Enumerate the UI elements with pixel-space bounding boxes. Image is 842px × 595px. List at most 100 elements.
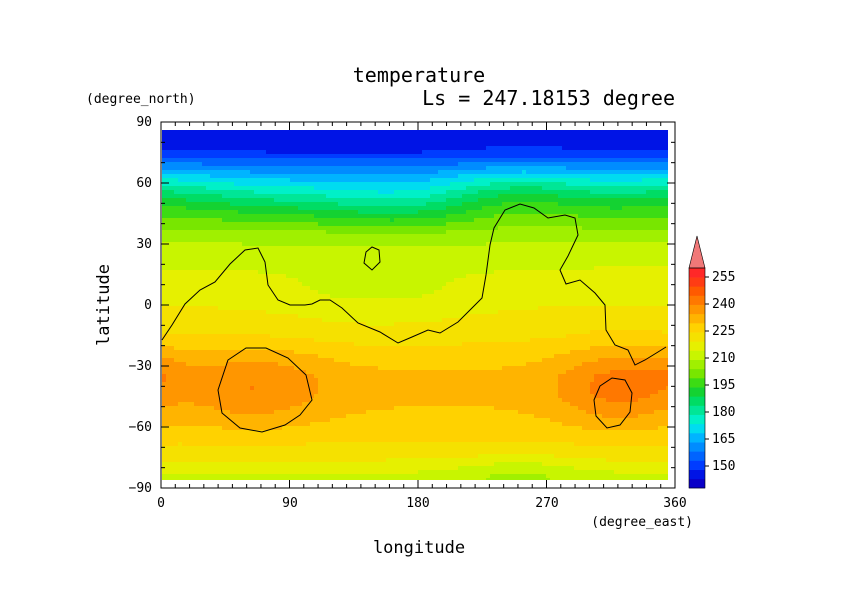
field-cell: [510, 258, 515, 263]
field-cell: [186, 262, 191, 267]
field-cell: [166, 210, 171, 215]
field-cell: [642, 190, 647, 195]
field-cell: [274, 262, 279, 267]
field-cell: [370, 258, 375, 263]
field-cell: [406, 234, 411, 239]
field-cell: [258, 214, 263, 219]
field-cell: [546, 142, 551, 147]
field-cell: [278, 242, 283, 247]
field-cell: [390, 194, 395, 199]
field-cell: [566, 150, 571, 155]
field-cell: [298, 214, 303, 219]
field-cell: [298, 278, 303, 283]
field-cell: [646, 206, 651, 211]
field-cell: [306, 270, 311, 275]
field-cell: [570, 270, 575, 275]
field-cell: [554, 258, 559, 263]
field-cell: [358, 230, 363, 235]
field-cell: [334, 182, 339, 187]
field-cell: [530, 166, 535, 171]
field-cell: [334, 162, 339, 167]
field-cell: [194, 246, 199, 251]
field-cell: [466, 262, 471, 267]
field-cell: [302, 242, 307, 247]
field-cell: [382, 222, 387, 227]
field-cell: [466, 198, 471, 203]
field-cell: [290, 222, 295, 227]
field-cell: [614, 270, 619, 275]
field-cell: [358, 206, 363, 211]
field-cell: [442, 266, 447, 271]
field-cell: [642, 258, 647, 263]
field-cell: [490, 210, 495, 215]
field-cell: [418, 150, 423, 155]
field-cell: [390, 262, 395, 267]
field-cell: [334, 214, 339, 219]
field-cell: [602, 142, 607, 147]
field-cell: [242, 234, 247, 239]
field-cell: [246, 206, 251, 211]
field-cell: [362, 218, 367, 223]
field-cell: [598, 202, 603, 207]
field-cell: [602, 218, 607, 223]
field-cell: [494, 274, 499, 279]
field-cell: [306, 182, 311, 187]
field-cell: [666, 250, 668, 255]
field-cell: [586, 238, 591, 243]
field-cell: [598, 178, 603, 183]
field-cell: [478, 266, 483, 271]
field-cell: [406, 150, 411, 155]
field-cell: [202, 234, 207, 239]
field-cell: [554, 162, 559, 167]
field-cell: [442, 262, 447, 267]
field-cell: [522, 254, 527, 259]
field-cell: [590, 158, 595, 163]
field-cell: [626, 202, 631, 207]
field-cell: [250, 166, 255, 171]
field-cell: [210, 270, 215, 275]
field-cell: [570, 246, 575, 251]
field-cell: [454, 250, 459, 255]
field-cell: [382, 266, 387, 271]
field-cell: [590, 130, 595, 135]
field-cell: [358, 190, 363, 195]
field-cell: [650, 142, 655, 147]
field-cell: [522, 186, 527, 191]
field-cell: [474, 210, 479, 215]
field-cell: [642, 274, 647, 279]
field-cell: [294, 138, 299, 143]
field-cell: [378, 230, 383, 235]
field-cell: [634, 254, 639, 259]
field-cell: [458, 226, 463, 231]
field-cell: [606, 226, 611, 231]
field-cell: [454, 262, 459, 267]
field-cell: [210, 214, 215, 219]
field-cell: [426, 226, 431, 231]
field-cell: [206, 246, 211, 251]
field-cell: [518, 154, 523, 159]
field-cell: [250, 142, 255, 147]
field-cell: [638, 166, 643, 171]
field-cell: [346, 234, 351, 239]
field-cell: [230, 158, 235, 163]
field-cell: [622, 150, 627, 155]
field-cell: [662, 242, 667, 247]
field-cell: [190, 206, 195, 211]
field-cell: [598, 142, 603, 147]
field-cell: [258, 286, 263, 291]
field-cell: [254, 202, 259, 207]
field-cell: [638, 130, 643, 135]
field-cell: [270, 190, 275, 195]
field-cell: [630, 226, 635, 231]
field-cell: [330, 274, 335, 279]
field-cell: [202, 270, 207, 275]
field-cell: [250, 186, 255, 191]
field-cell: [618, 234, 623, 239]
field-cell: [578, 238, 583, 243]
field-cell: [594, 218, 599, 223]
field-cell: [398, 190, 403, 195]
field-cell: [366, 178, 371, 183]
field-cell: [218, 194, 223, 199]
field-cell: [442, 198, 447, 203]
field-cell: [230, 218, 235, 223]
